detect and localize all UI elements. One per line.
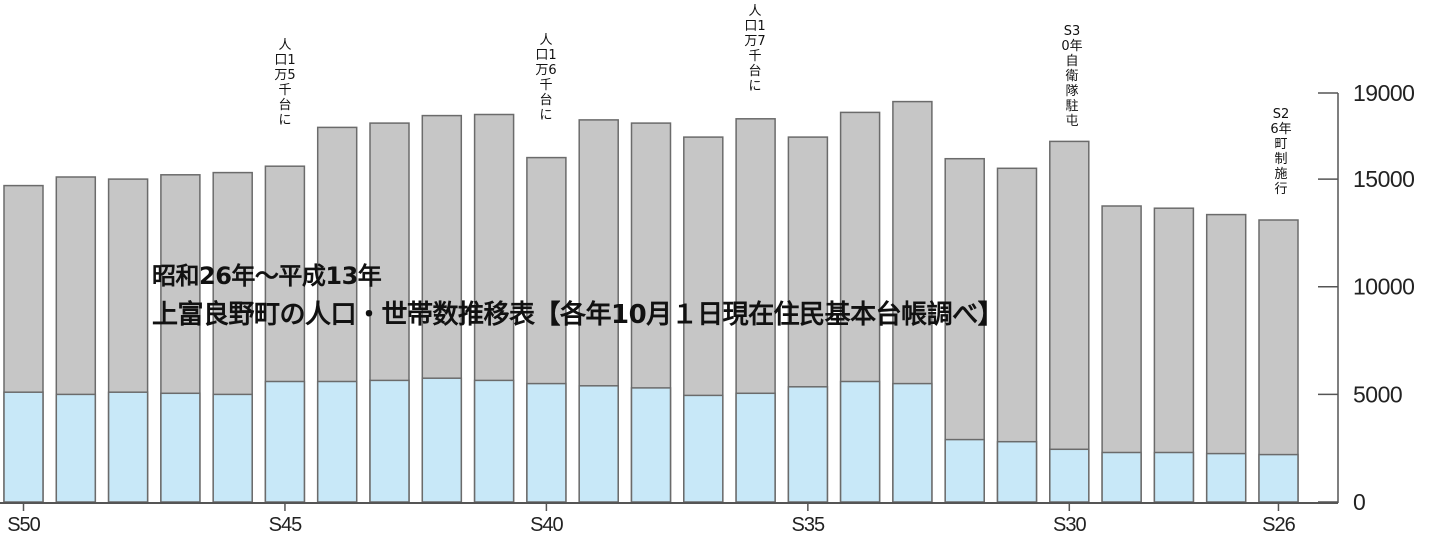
x-tick-label-S30: S30 bbox=[1053, 514, 1086, 536]
x-tick-label-S35: S35 bbox=[792, 514, 825, 536]
y-tick-label-19000: 19000 bbox=[1353, 80, 1414, 106]
chart-title-line-2: 上富良野町の人口・世帯数推移表【各年10月１日現在住民基本台帳調べ】 bbox=[152, 300, 1004, 330]
x-tick-label-S45: S45 bbox=[269, 514, 302, 536]
x-axis-ticks: S50 S45 S40 S35 S30 S26 bbox=[7, 503, 1297, 536]
annotation-s26: S26年町制施行 bbox=[1270, 107, 1292, 197]
households-bar-S29 bbox=[1101, 451, 1142, 503]
y-tick-label-15000: 15000 bbox=[1353, 166, 1414, 192]
households-bar-S43 bbox=[369, 379, 410, 503]
y-tick-label-0: 0 bbox=[1353, 489, 1365, 515]
y-tick-label-10000: 10000 bbox=[1353, 274, 1414, 300]
households-bar-S39 bbox=[578, 385, 619, 503]
households-bar-S42 bbox=[421, 377, 463, 503]
annotation-s30: S30年自衛隊駐屯 bbox=[1061, 24, 1083, 129]
households-bar-S36 bbox=[735, 392, 776, 503]
y-axis: 0 5000 10000 15000 19000 bbox=[0, 80, 1415, 515]
x-tick-label-S40: S40 bbox=[530, 514, 563, 536]
chart-title-line-1: 昭和26年～平成13年 bbox=[152, 262, 382, 290]
households-bar-S47 bbox=[160, 392, 201, 503]
households-bar-S35 bbox=[787, 386, 829, 503]
bars-layer bbox=[3, 100, 1299, 503]
households-bar-S34 bbox=[839, 380, 881, 503]
households-bar-S33 bbox=[892, 382, 933, 503]
y-tick-label-5000: 5000 bbox=[1353, 381, 1402, 407]
households-bar-S44 bbox=[316, 380, 358, 503]
households-bar-S27 bbox=[1205, 452, 1247, 503]
x-tick-label-S50: S50 bbox=[7, 514, 40, 536]
households-bar-S30 bbox=[1049, 448, 1090, 503]
annotation-s40: 人口1万6千台に bbox=[535, 33, 557, 123]
households-bar-S41 bbox=[473, 379, 515, 503]
annotation-s36: 人口1万7千台に bbox=[744, 4, 766, 94]
households-bar-S48 bbox=[107, 391, 149, 503]
population-bar-S30 bbox=[1049, 140, 1090, 503]
households-bar-S26 bbox=[1258, 453, 1299, 503]
households-bar-S37 bbox=[683, 394, 724, 503]
households-bar-S49 bbox=[55, 393, 97, 503]
x-tick-label-S26: S26 bbox=[1262, 514, 1295, 536]
households-bar-S32 bbox=[944, 438, 985, 503]
households-bar-S45 bbox=[264, 380, 306, 503]
households-bar-S31 bbox=[996, 440, 1038, 503]
households-bar-S50 bbox=[3, 391, 44, 503]
households-bar-S46 bbox=[212, 393, 253, 503]
households-bar-S28 bbox=[1153, 451, 1195, 503]
households-bar-S40 bbox=[526, 382, 567, 503]
annotation-s45: 人口1万5千台に bbox=[274, 38, 296, 128]
households-bar-S38 bbox=[630, 387, 672, 503]
